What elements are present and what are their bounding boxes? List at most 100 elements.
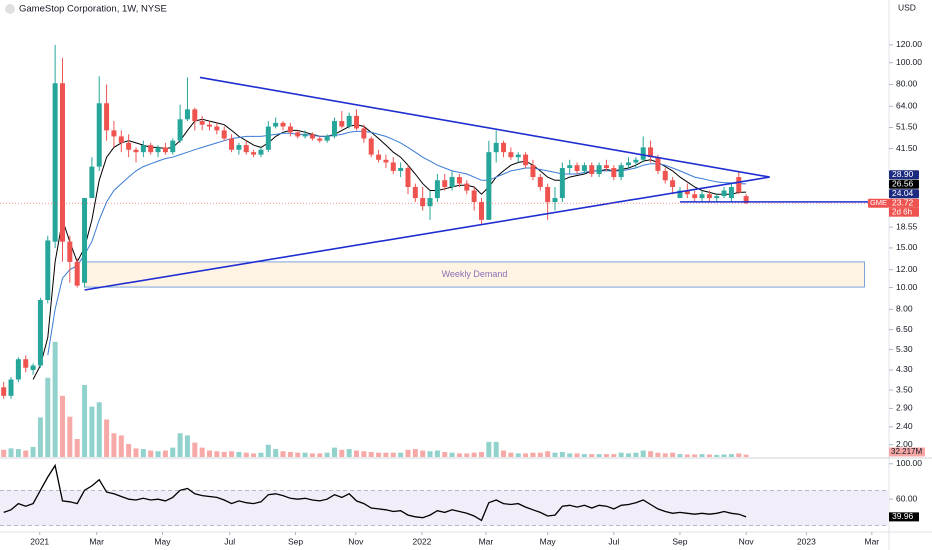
volume-bar: [383, 452, 389, 457]
candle-body: [162, 147, 168, 153]
y-tick-label: 64.00: [896, 101, 918, 111]
x-tick-label: Jul: [224, 536, 235, 546]
candle-body: [398, 168, 404, 171]
y-tick-label: 3.50: [896, 384, 913, 394]
volume-bar: [155, 451, 161, 457]
y-tick-label: 2.40: [896, 421, 913, 431]
volume-bar: [118, 435, 124, 457]
y-tick-label: 10.00: [896, 282, 918, 292]
candle-body: [640, 147, 646, 160]
volume-bar: [104, 419, 110, 457]
y-tick-label: 5.30: [896, 344, 913, 354]
volume-bar: [552, 452, 558, 457]
candle-body: [287, 126, 293, 133]
volume-bar: [280, 451, 286, 457]
volume-bar: [376, 452, 382, 457]
candle-body: [354, 115, 360, 129]
candle-body: [464, 183, 470, 191]
volume-bar: [581, 454, 587, 457]
candle-body: [714, 196, 720, 199]
candle-body: [478, 202, 484, 220]
volume-bar: [699, 454, 705, 457]
candle-body: [368, 138, 374, 155]
symbol-tag-bg: [868, 198, 889, 208]
countdown-bg: [889, 207, 919, 217]
volume-bar: [45, 377, 51, 457]
candle-body: [133, 149, 139, 153]
volume-bar: [478, 451, 484, 457]
candle-body: [648, 147, 654, 158]
countdown: 2d 6h: [892, 207, 912, 216]
candle-body: [67, 241, 73, 262]
volume-bar: [537, 452, 543, 457]
volume-bar: [559, 451, 565, 457]
demand-zone-label: Weekly Demand: [442, 269, 508, 279]
volume-bar: [684, 454, 690, 457]
volume-bar: [692, 454, 698, 457]
volume-bar: [721, 454, 727, 457]
volume-bar: [273, 449, 279, 457]
symbol-icon: [5, 4, 15, 14]
x-tick-label: Sep: [672, 536, 687, 546]
volume-label: 32.217M: [891, 447, 922, 456]
candle-body: [405, 168, 411, 187]
candle-body: [559, 168, 565, 199]
volume-bar: [523, 453, 529, 457]
volume-bar: [648, 451, 654, 457]
volume-bar: [162, 450, 168, 457]
price-label: 28.90: [892, 169, 914, 179]
volume-bar: [192, 442, 198, 457]
candle-body: [420, 198, 426, 207]
volume-bar: [508, 452, 514, 457]
volume-bar: [74, 439, 80, 457]
volume-bar: [214, 451, 220, 457]
candle-body: [434, 180, 440, 199]
candle-body: [728, 186, 734, 199]
volume-bar: [207, 450, 213, 457]
candle-body: [126, 142, 132, 150]
volume-bar: [390, 452, 396, 457]
volume-bar: [464, 453, 470, 457]
volume-bar: [603, 454, 609, 457]
candle-body: [537, 177, 543, 187]
volume-bar: [743, 454, 749, 457]
volume-bar: [714, 454, 720, 457]
x-tick-label: May: [540, 536, 557, 546]
candle-body: [427, 198, 433, 207]
volume-bar: [331, 447, 337, 457]
rsi-y-tick-label: 100.00: [896, 458, 922, 468]
candle-body: [618, 165, 624, 178]
candle-body: [258, 149, 264, 155]
candle-body: [736, 177, 742, 193]
y-tick-label: 51.50: [896, 122, 918, 132]
candle-body: [184, 109, 190, 120]
candle-body: [192, 109, 198, 122]
volume-bar: [449, 452, 455, 457]
y-tick-label: 2.90: [896, 403, 913, 413]
candle-body: [515, 154, 521, 158]
candle-body: [74, 261, 80, 286]
volume-bar: [30, 446, 36, 457]
candle-body: [721, 190, 727, 197]
candle-body: [545, 186, 551, 203]
price-label-bg: [889, 198, 919, 208]
y-tick-label: 80.00: [896, 79, 918, 89]
candle-body: [199, 121, 205, 125]
candle-body: [706, 194, 712, 199]
candle-body: [442, 180, 448, 187]
candle-body: [295, 132, 301, 137]
candle-body: [118, 136, 124, 143]
candle-body: [96, 103, 102, 167]
volume-bar: [515, 453, 521, 457]
volume-bar: [626, 453, 632, 457]
y-tick-label: 8.00: [896, 304, 913, 314]
candle-body: [324, 136, 330, 141]
x-tick-label: 2021: [30, 536, 49, 546]
candle-body: [523, 154, 529, 166]
volume-bar: [427, 451, 433, 457]
x-tick-label: Nov: [348, 536, 364, 546]
volume-bar: [96, 402, 102, 457]
price-label-bg: [889, 189, 919, 199]
price-label-bg: [889, 179, 919, 189]
